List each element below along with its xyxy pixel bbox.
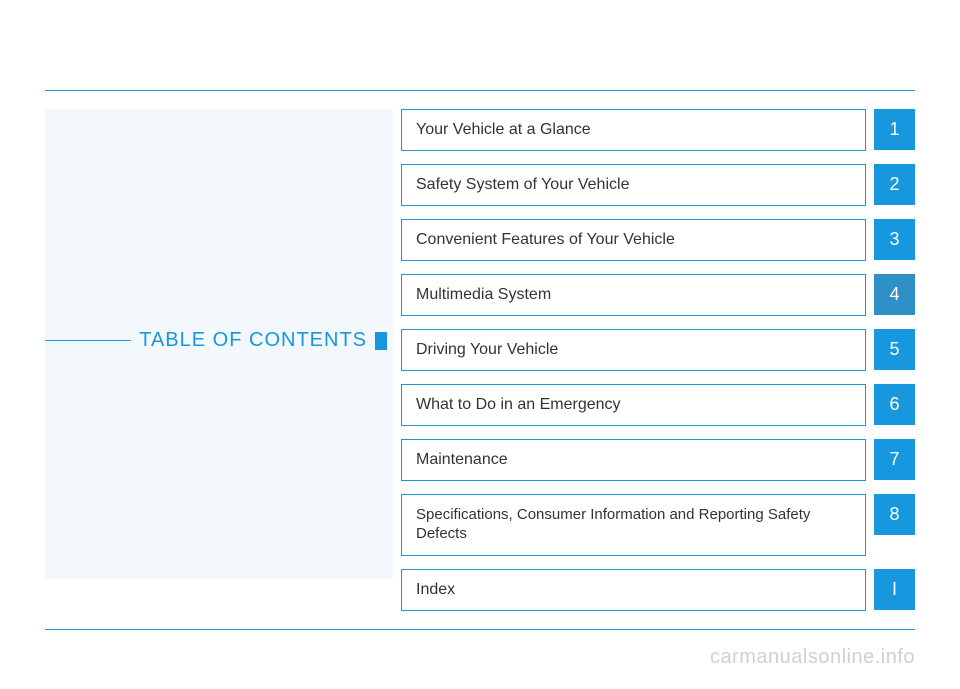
toc-chapter-number[interactable]: I xyxy=(874,569,915,610)
content-area: TABLE OF CONTENTS Your Vehicle at a Glan… xyxy=(45,109,915,611)
toc-title: TABLE OF CONTENTS xyxy=(139,329,367,352)
toc-item[interactable]: What to Do in an Emergency xyxy=(401,384,866,426)
toc-item[interactable]: Safety System of Your Vehicle xyxy=(401,164,866,206)
toc-item[interactable]: Specifications, Consumer Information and… xyxy=(401,494,866,556)
toc-chapter-number[interactable]: 6 xyxy=(874,384,915,425)
watermark: carmanualsonline.info xyxy=(710,646,915,669)
toc-chapter-number[interactable]: 4 xyxy=(874,274,915,315)
toc-row: Your Vehicle at a Glance1 xyxy=(401,109,915,151)
toc-row: Maintenance7 xyxy=(401,439,915,481)
toc-item[interactable]: Multimedia System xyxy=(401,274,866,316)
toc-row: Safety System of Your Vehicle2 xyxy=(401,164,915,206)
left-panel: TABLE OF CONTENTS xyxy=(45,109,393,579)
toc-row: Specifications, Consumer Information and… xyxy=(401,494,915,556)
toc-header: TABLE OF CONTENTS xyxy=(45,329,393,352)
toc-chapter-number[interactable]: 1 xyxy=(874,109,915,150)
toc-item[interactable]: Driving Your Vehicle xyxy=(401,329,866,371)
toc-chapter-number[interactable]: 2 xyxy=(874,164,915,205)
toc-row: IndexI xyxy=(401,569,915,611)
toc-list: Your Vehicle at a Glance1Safety System o… xyxy=(401,109,915,611)
toc-item[interactable]: Your Vehicle at a Glance xyxy=(401,109,866,151)
toc-chapter-number[interactable]: 7 xyxy=(874,439,915,480)
toc-row: Multimedia System4 xyxy=(401,274,915,316)
toc-row: Convenient Features of Your Vehicle3 xyxy=(401,219,915,261)
toc-item[interactable]: Index xyxy=(401,569,866,611)
toc-header-line xyxy=(45,340,131,341)
toc-item[interactable]: Maintenance xyxy=(401,439,866,481)
toc-row: Driving Your Vehicle5 xyxy=(401,329,915,371)
toc-row: What to Do in an Emergency6 xyxy=(401,384,915,426)
toc-chapter-number[interactable]: 5 xyxy=(874,329,915,370)
toc-item[interactable]: Convenient Features of Your Vehicle xyxy=(401,219,866,261)
top-rule xyxy=(45,90,915,91)
bottom-rule xyxy=(45,629,915,630)
toc-marker-icon xyxy=(375,332,387,350)
toc-chapter-number[interactable]: 8 xyxy=(874,494,915,535)
toc-chapter-number[interactable]: 3 xyxy=(874,219,915,260)
